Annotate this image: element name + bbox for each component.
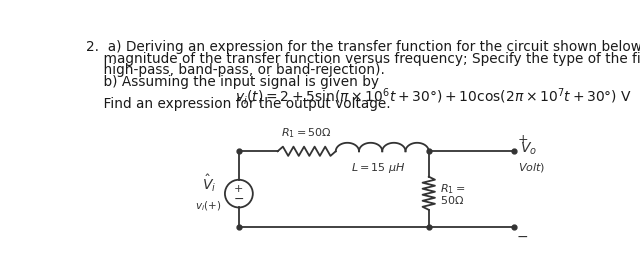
Text: Find an expression for the output voltage.: Find an expression for the output voltag…: [86, 97, 391, 111]
Text: $v_i(+)$: $v_i(+)$: [195, 199, 221, 213]
Text: +: +: [518, 133, 529, 146]
Text: $R_1 = 50\Omega$: $R_1 = 50\Omega$: [282, 127, 332, 140]
Text: 2.  a) Deriving an expression for the transfer function for the circuit shown be: 2. a) Deriving an expression for the tra…: [86, 40, 640, 54]
Text: $V_o$: $V_o$: [520, 141, 537, 157]
Text: −: −: [234, 193, 244, 206]
Text: magnitude of the transfer function versus frequency; Specify the type of the fil: magnitude of the transfer function versu…: [86, 52, 640, 66]
Text: high-pass, band-pass, or band-rejection).: high-pass, band-pass, or band-rejection)…: [86, 64, 385, 77]
Text: −: −: [516, 230, 528, 244]
Text: $R_1=$: $R_1=$: [440, 182, 465, 196]
Text: $L=15\ \mu H$: $L=15\ \mu H$: [351, 160, 406, 174]
Text: $v_i(t) = 2 + 5\sin(\pi \times 10^6t + 30°) + 10\cos(2\pi \times 10^7t + 30°)$ V: $v_i(t) = 2 + 5\sin(\pi \times 10^6t + 3…: [235, 86, 632, 107]
Text: $Volt)$: $Volt)$: [518, 160, 545, 173]
Text: b) Assuming the input signal is given by: b) Assuming the input signal is given by: [86, 75, 379, 89]
Text: +: +: [234, 184, 244, 194]
Text: $50\Omega$: $50\Omega$: [440, 194, 464, 206]
Text: $\hat{V}_i$: $\hat{V}_i$: [202, 172, 216, 194]
